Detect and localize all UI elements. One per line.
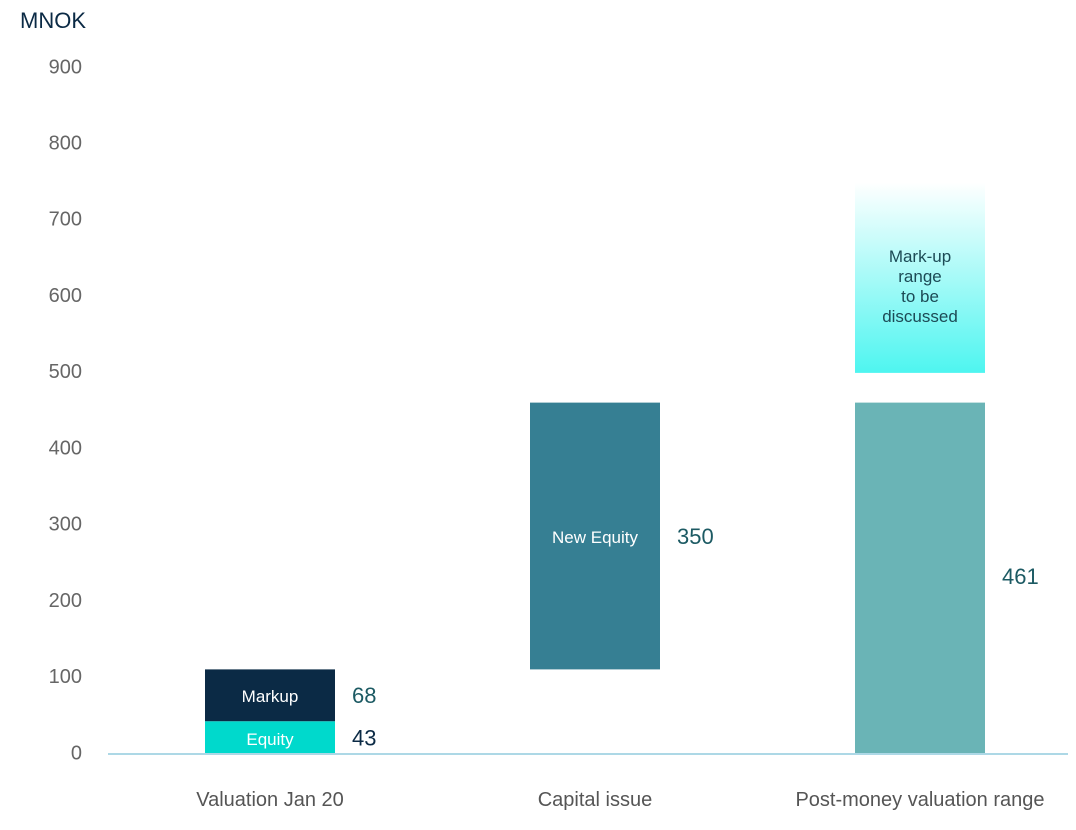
y-tick-label: 300 [49, 514, 82, 536]
total-bar [855, 402, 985, 754]
segment-label: Markup [241, 687, 299, 707]
y-tick-label: 600 [49, 285, 82, 307]
y-tick-label: 200 [49, 590, 82, 612]
y-tick-label: 900 [49, 56, 82, 78]
segment-label: Equity [246, 729, 294, 749]
x-tick-label: Capital issue [537, 789, 653, 811]
y-tick-label: 500 [49, 361, 82, 383]
x-tick-label: Valuation Jan 20 [196, 789, 344, 811]
range-label: to be [901, 287, 939, 306]
range-band [855, 182, 985, 373]
y-axis-title: MNOK [20, 8, 86, 33]
range-label: discussed [882, 307, 958, 326]
value-label: 68 [352, 683, 376, 708]
x-tick-label: Post-money valuation range [795, 789, 1045, 811]
y-tick-label: 100 [49, 666, 82, 688]
y-tick-label: 400 [49, 437, 82, 459]
y-tick-label: 0 [71, 742, 82, 764]
segment-label: New Equity [552, 527, 638, 547]
value-label: 43 [352, 725, 376, 750]
range-label: range [898, 267, 941, 286]
bar-segment [205, 669, 335, 722]
value-label: 461 [1002, 564, 1039, 589]
bar-segment [530, 402, 660, 670]
value-label: 350 [677, 524, 714, 549]
range-label: Mark-up [889, 247, 951, 266]
y-tick-label: 700 [49, 209, 82, 231]
bar-segment [205, 721, 335, 754]
y-tick-label: 800 [49, 133, 82, 155]
